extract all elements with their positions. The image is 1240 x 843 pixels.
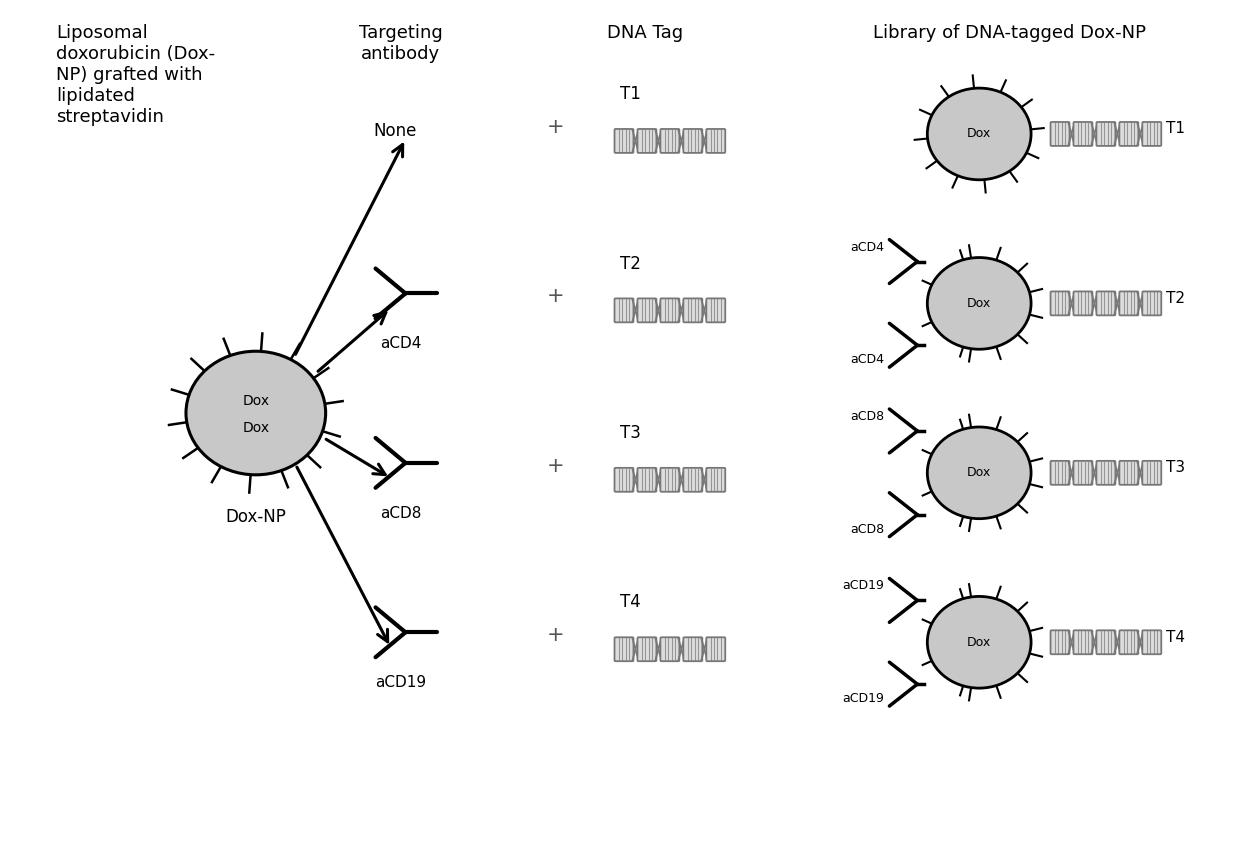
Text: T3: T3 (1166, 460, 1185, 475)
Text: T1: T1 (620, 85, 641, 103)
Text: aCD4: aCD4 (851, 353, 884, 366)
FancyBboxPatch shape (661, 468, 680, 491)
FancyBboxPatch shape (1074, 292, 1092, 315)
Text: +: + (547, 287, 564, 306)
Text: Dox: Dox (967, 127, 991, 141)
FancyBboxPatch shape (683, 637, 702, 661)
Text: Dox: Dox (967, 297, 991, 310)
Text: DNA Tag: DNA Tag (606, 24, 683, 42)
FancyBboxPatch shape (707, 637, 725, 661)
Ellipse shape (928, 427, 1032, 518)
Ellipse shape (928, 258, 1032, 349)
FancyBboxPatch shape (615, 298, 634, 322)
Text: Dox: Dox (967, 466, 991, 480)
Text: Dox: Dox (967, 636, 991, 649)
Text: Library of DNA-tagged Dox-NP: Library of DNA-tagged Dox-NP (873, 24, 1146, 42)
FancyBboxPatch shape (615, 468, 634, 491)
FancyBboxPatch shape (1120, 292, 1138, 315)
FancyBboxPatch shape (707, 298, 725, 322)
FancyBboxPatch shape (637, 298, 656, 322)
FancyBboxPatch shape (637, 637, 656, 661)
Text: Dox: Dox (242, 394, 269, 408)
Text: T3: T3 (620, 424, 641, 442)
FancyBboxPatch shape (637, 468, 656, 491)
Ellipse shape (186, 352, 326, 475)
FancyBboxPatch shape (683, 129, 702, 153)
Text: Dox-NP: Dox-NP (226, 507, 286, 526)
Text: Liposomal
doxorubicin (Dox-
NP) grafted with
lipidated
streptavidin: Liposomal doxorubicin (Dox- NP) grafted … (56, 24, 216, 126)
FancyBboxPatch shape (661, 129, 680, 153)
FancyBboxPatch shape (661, 637, 680, 661)
FancyBboxPatch shape (683, 298, 702, 322)
FancyBboxPatch shape (1120, 122, 1138, 146)
Text: +: + (547, 456, 564, 475)
Ellipse shape (928, 596, 1032, 688)
FancyBboxPatch shape (1050, 292, 1069, 315)
FancyBboxPatch shape (1142, 631, 1162, 654)
FancyBboxPatch shape (637, 129, 656, 153)
FancyBboxPatch shape (1050, 122, 1069, 146)
Text: +: + (547, 117, 564, 137)
Text: aCD8: aCD8 (851, 410, 884, 423)
FancyBboxPatch shape (1074, 631, 1092, 654)
Text: Dox: Dox (242, 421, 269, 435)
Text: T2: T2 (1166, 291, 1184, 306)
Text: None: None (373, 122, 417, 140)
Text: aCD8: aCD8 (379, 506, 422, 521)
FancyBboxPatch shape (1050, 461, 1069, 485)
FancyBboxPatch shape (1096, 631, 1116, 654)
Text: aCD19: aCD19 (842, 692, 884, 705)
FancyBboxPatch shape (707, 129, 725, 153)
FancyBboxPatch shape (1120, 631, 1138, 654)
Text: T4: T4 (1166, 630, 1184, 645)
FancyBboxPatch shape (1074, 461, 1092, 485)
FancyBboxPatch shape (1142, 461, 1162, 485)
FancyBboxPatch shape (615, 637, 634, 661)
Text: aCD19: aCD19 (842, 579, 884, 593)
FancyBboxPatch shape (1142, 292, 1162, 315)
FancyBboxPatch shape (661, 298, 680, 322)
FancyBboxPatch shape (1120, 461, 1138, 485)
Text: aCD4: aCD4 (851, 240, 884, 254)
Text: aCD4: aCD4 (379, 336, 422, 352)
Text: Targeting
antibody: Targeting antibody (358, 24, 443, 63)
Ellipse shape (928, 89, 1032, 180)
Text: +: + (547, 626, 564, 645)
FancyBboxPatch shape (1096, 461, 1116, 485)
FancyBboxPatch shape (1074, 122, 1092, 146)
Text: aCD19: aCD19 (374, 675, 427, 690)
FancyBboxPatch shape (683, 468, 702, 491)
Text: T1: T1 (1166, 121, 1184, 137)
Text: T4: T4 (620, 593, 641, 611)
FancyBboxPatch shape (1050, 631, 1069, 654)
Text: T2: T2 (620, 255, 641, 272)
Text: aCD8: aCD8 (851, 523, 884, 535)
FancyBboxPatch shape (1096, 292, 1116, 315)
FancyBboxPatch shape (1096, 122, 1116, 146)
FancyBboxPatch shape (615, 129, 634, 153)
FancyBboxPatch shape (1142, 122, 1162, 146)
FancyBboxPatch shape (707, 468, 725, 491)
